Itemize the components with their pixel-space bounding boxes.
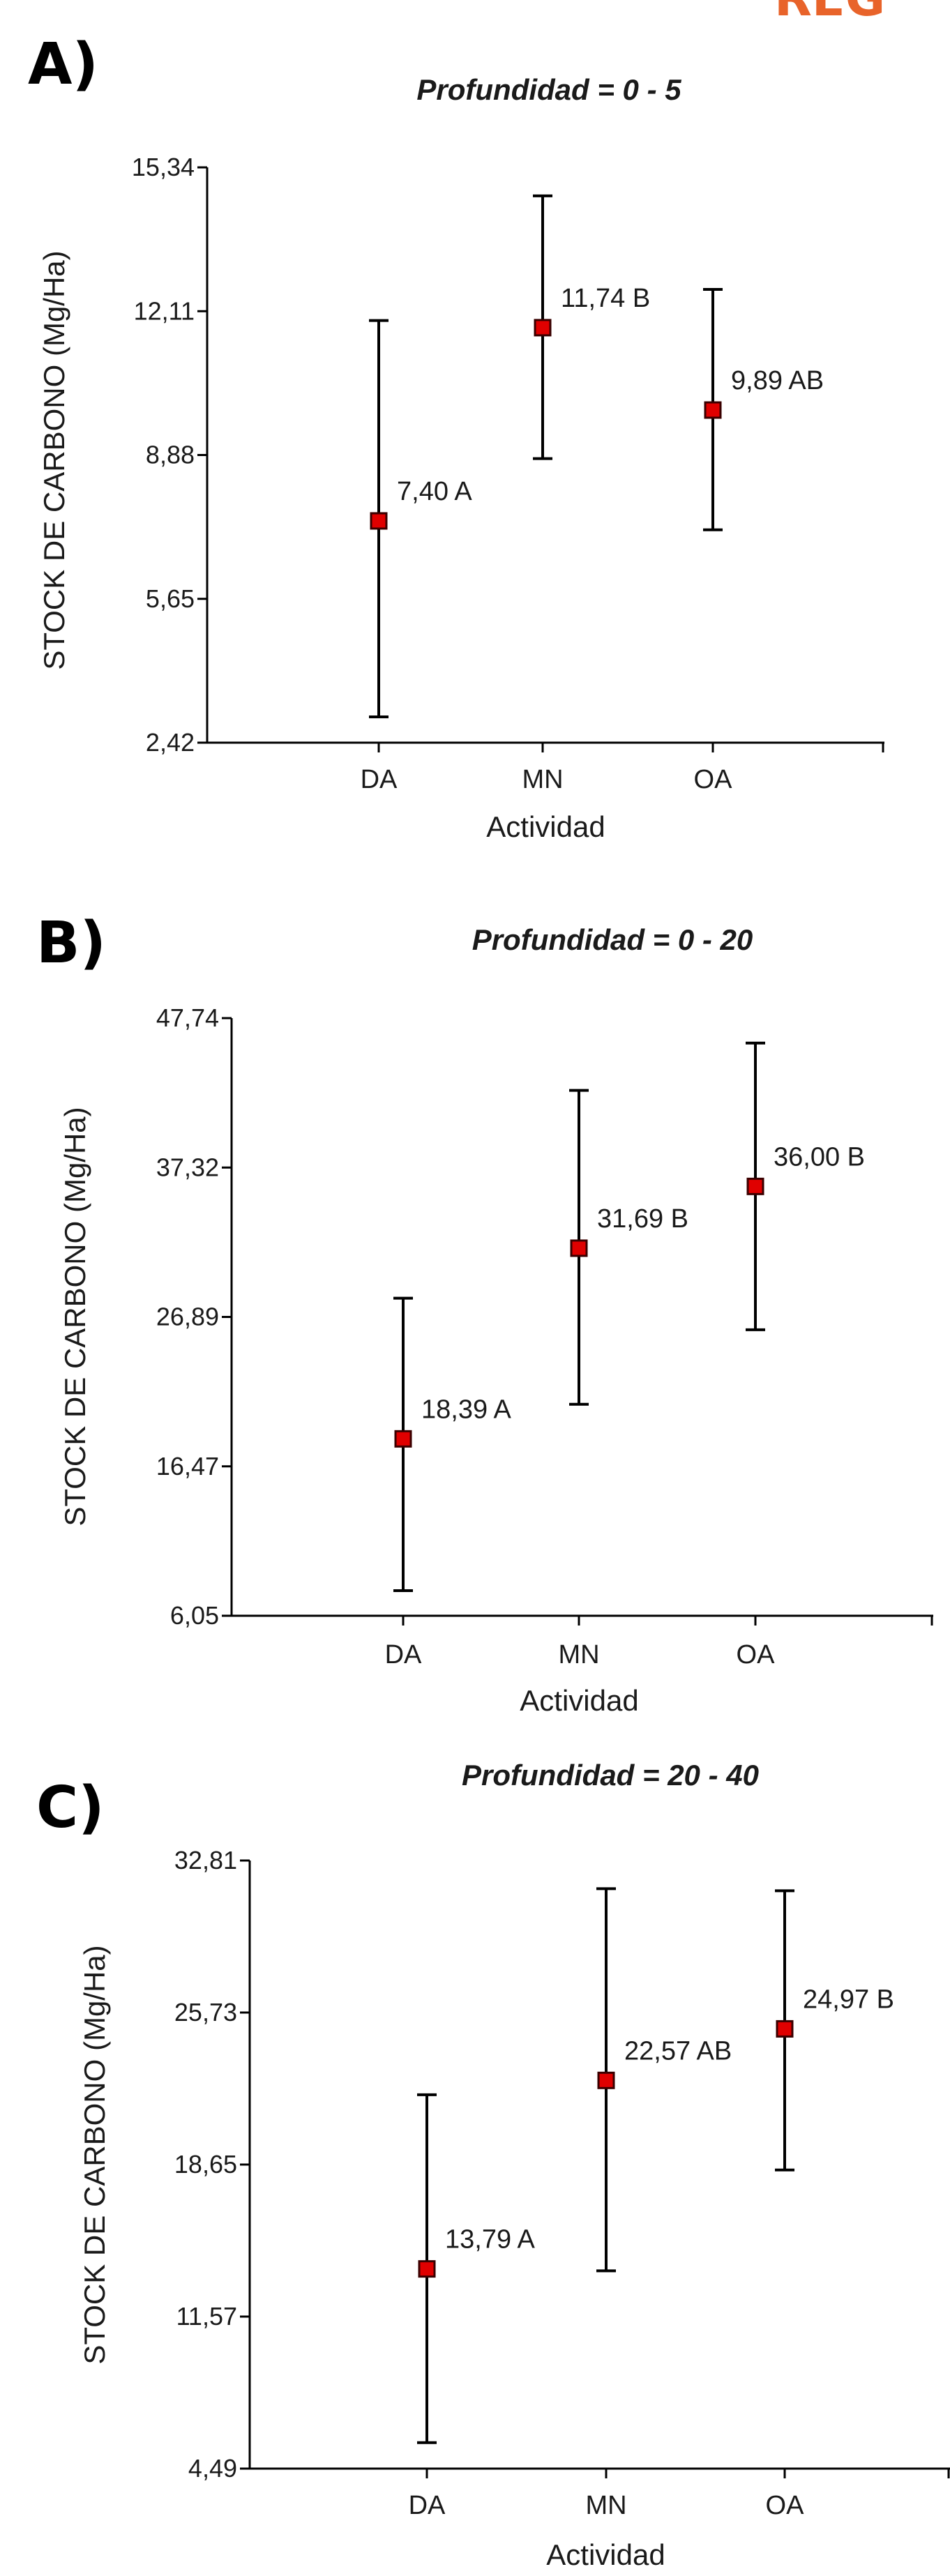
chart-a-data-label-OA: 9,89 AB	[731, 366, 824, 395]
chart-b-data-label-OA: 36,00 B	[774, 1142, 865, 1172]
chart-c-data-label-MN: 22,57 AB	[624, 2036, 732, 2066]
chart-c-x-tick-label: OA	[766, 2491, 805, 2520]
chart-a-point-OA	[704, 401, 722, 419]
chart-b-point-MN	[570, 1239, 588, 1257]
chart-b-data-label-DA: 18,39 A	[421, 1395, 512, 1424]
chart-c-y-tick-label: 25,73	[174, 1998, 237, 2026]
chart-c-x-tick-label: MN	[585, 2491, 626, 2520]
chart-c-panel-label: C)	[36, 1775, 105, 1841]
chart-c-x-tick-label: DA	[409, 2491, 446, 2520]
chart-c-point-MN	[597, 2071, 615, 2089]
chart-a-x-tick-label: DA	[361, 765, 398, 794]
chart-b-x-tick-label: MN	[558, 1640, 599, 1669]
chart-a-point-MN	[534, 319, 552, 337]
chart-a-y-axis-label: STOCK DE CARBONO (Mg/Ha)	[38, 250, 70, 669]
chart-a-title: Profundidad = 0 - 5	[416, 73, 681, 106]
chart-b-x-axis-label: Actividad	[520, 1684, 638, 1717]
chart-c-y-axis-label: STOCK DE CARBONO (Mg/Ha)	[78, 1945, 111, 2364]
chart-b-x-tick-label: DA	[385, 1640, 422, 1669]
chart-b-y-tick-label: 26,89	[156, 1303, 219, 1331]
chart-b-y-tick-label: 37,32	[156, 1153, 219, 1181]
chart-a-x-tick-label: MN	[522, 765, 563, 794]
chart-b-x-tick-label: OA	[737, 1640, 776, 1669]
chart-b-point-OA	[746, 1177, 764, 1195]
corner-text: REG	[774, 0, 885, 27]
chart-a-x-axis-label: Actividad	[486, 810, 605, 843]
chart-c-y-tick-label: 4,49	[188, 2454, 237, 2483]
chart-c-title: Profundidad = 20 - 40	[462, 1759, 759, 1791]
chart-c-x-axis-label: Actividad	[546, 2538, 665, 2571]
chart-c-data-label-DA: 13,79 A	[445, 2225, 536, 2255]
chart-a-x-tick-label: OA	[694, 765, 733, 794]
chart-a-data-label-MN: 11,74 B	[561, 284, 650, 313]
chart-c-data-label-OA: 24,97 B	[803, 1985, 894, 2014]
chart-c-y-tick-label: 18,65	[174, 2150, 237, 2179]
chart-b-data-label-MN: 31,69 B	[597, 1204, 688, 1234]
chart-c-point-OA	[776, 2020, 794, 2038]
chart-b-y-tick-label: 47,74	[156, 1003, 219, 1032]
chart-a-data-label-DA: 7,40 A	[397, 477, 472, 506]
chart-a-y-tick-label: 12,11	[134, 296, 195, 325]
chart-c-y-tick-label: 32,81	[174, 1846, 237, 1874]
chart-b-y-axis-label: STOCK DE CARBONO (Mg/Ha)	[59, 1107, 91, 1526]
chart-a-y-tick-label: 2,42	[146, 728, 195, 757]
chart-a-y-tick-label: 15,34	[132, 153, 195, 181]
chart-a-y-tick-label: 5,65	[146, 584, 195, 613]
chart-c-y-tick-label: 11,57	[176, 2302, 237, 2331]
chart-c-point-DA	[418, 2260, 436, 2278]
chart-b-y-tick-label: 6,05	[170, 1601, 219, 1630]
chart-a-panel-label: A)	[28, 31, 98, 98]
chart-a-point-DA	[370, 512, 388, 530]
chart-b-panel-label: B)	[36, 910, 106, 976]
chart-b-point-DA	[394, 1430, 412, 1448]
chart-b-title: Profundidad = 0 - 20	[472, 923, 753, 956]
chart-b-y-tick-label: 16,47	[156, 1452, 219, 1480]
chart-a-y-tick-label: 8,88	[146, 441, 195, 469]
